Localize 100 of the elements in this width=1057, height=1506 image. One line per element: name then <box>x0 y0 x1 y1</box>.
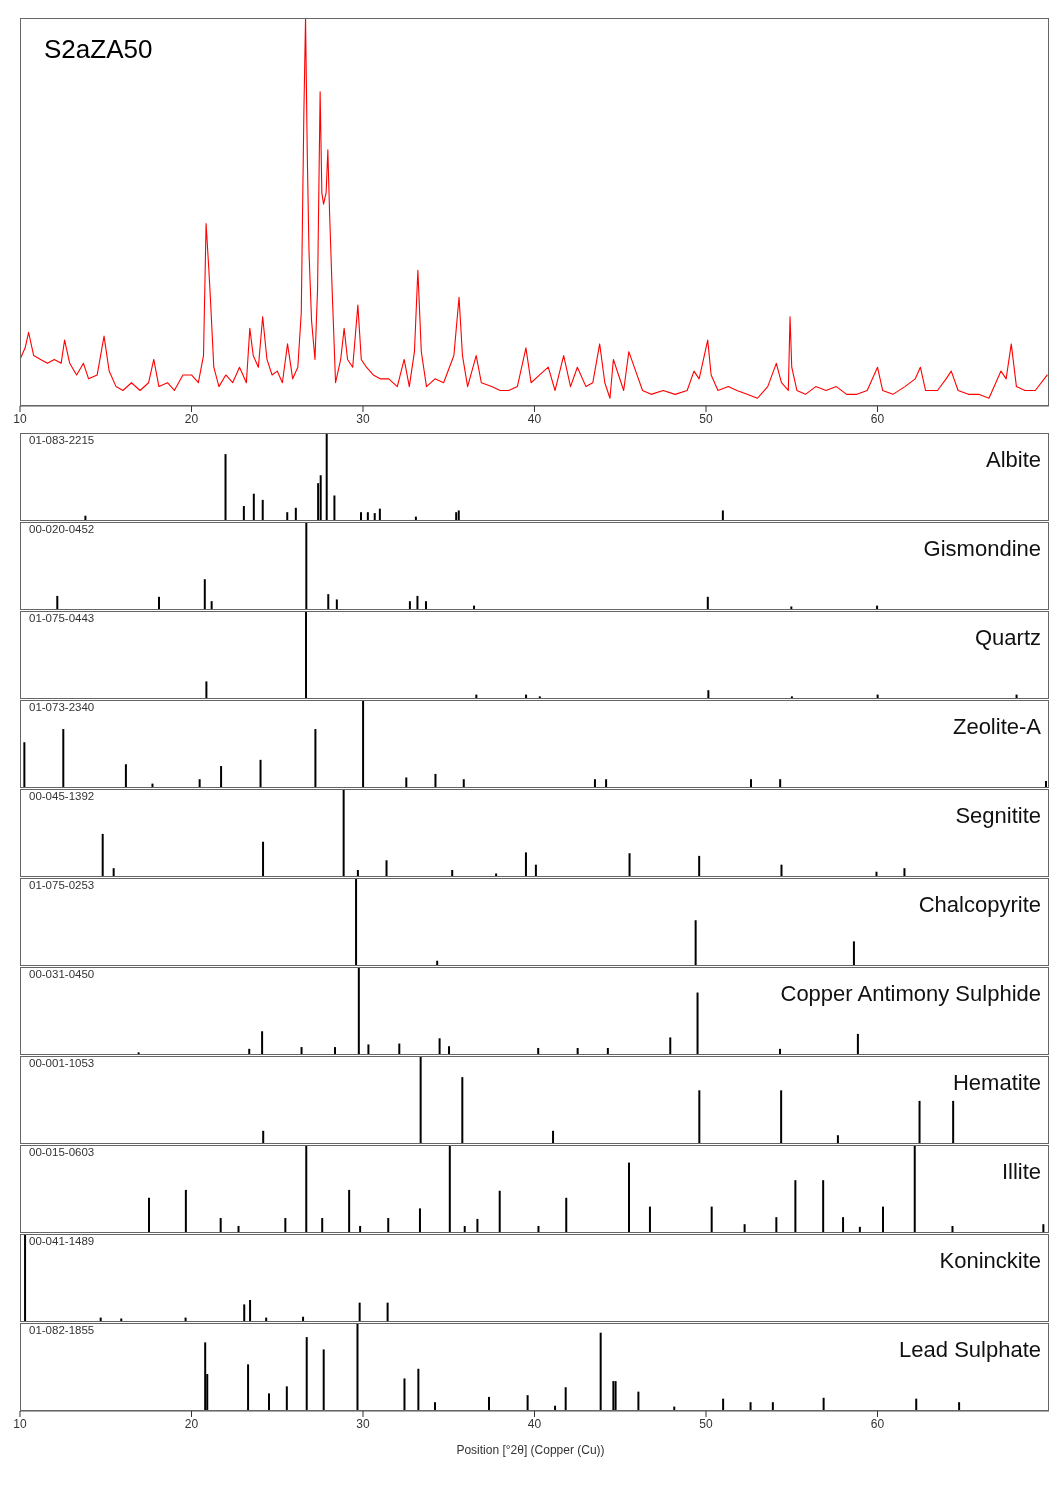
x-tick-label: 10 <box>13 411 27 426</box>
chart-subtitle: 01-083-2215 <box>29 434 95 446</box>
bar <box>325 433 328 521</box>
bar <box>637 1391 640 1411</box>
bar <box>158 596 160 610</box>
bar <box>387 1218 390 1233</box>
bar <box>386 1302 389 1322</box>
x-tick-label: 60 <box>870 1416 885 1431</box>
bar <box>356 1323 359 1411</box>
bar <box>267 1393 270 1411</box>
bar <box>335 599 338 610</box>
bar <box>101 833 104 877</box>
bar <box>417 1368 420 1411</box>
bar <box>242 506 245 521</box>
bar <box>599 1332 602 1411</box>
chart-subtitle: 00-020-0452 <box>29 523 95 535</box>
bar <box>314 729 317 788</box>
bar <box>305 1145 308 1233</box>
chart-subtitle: 00-015-0603 <box>29 1146 95 1158</box>
bar <box>205 681 208 699</box>
text: Hematite <box>952 1070 1041 1096</box>
bar <box>24 1234 27 1322</box>
x-tick-label: 40 <box>527 1416 542 1431</box>
x-tick-label: 40 <box>527 411 542 426</box>
chart-subtitle: 01-075-0253 <box>29 879 95 891</box>
bar <box>498 1190 501 1233</box>
bar <box>710 1206 713 1233</box>
bar <box>842 1217 845 1233</box>
bar <box>262 841 265 877</box>
x-tick-label: 30 <box>356 1416 370 1431</box>
text: Segnitite <box>955 803 1041 829</box>
bar <box>524 852 527 877</box>
bar <box>416 595 419 610</box>
bar <box>565 1197 568 1233</box>
bar <box>526 1395 529 1411</box>
bar <box>56 595 59 610</box>
bar <box>358 1302 361 1322</box>
bar <box>822 1180 825 1233</box>
bar <box>913 1145 916 1233</box>
bar <box>327 594 330 610</box>
chart-subtitle: 00-045-1392 <box>29 790 95 802</box>
bar <box>261 1031 264 1055</box>
bar <box>721 510 724 521</box>
bar <box>706 596 709 610</box>
bar <box>488 1396 491 1411</box>
bar <box>367 1044 370 1055</box>
text: Albite <box>985 447 1041 473</box>
bar <box>882 1206 885 1233</box>
bar <box>552 1130 555 1144</box>
bar <box>362 700 365 788</box>
bar <box>261 499 264 521</box>
text: Quartz <box>974 625 1041 651</box>
bar <box>357 967 360 1055</box>
bar <box>852 941 855 966</box>
bar <box>419 1056 422 1144</box>
bar <box>184 1189 187 1233</box>
bar <box>918 1100 921 1144</box>
text: Gismondine <box>923 536 1041 562</box>
bar <box>252 493 255 521</box>
x-tick-label: 20 <box>184 1416 199 1431</box>
bar <box>696 992 699 1055</box>
bar <box>342 789 345 877</box>
bar <box>321 1218 324 1233</box>
bar <box>698 855 701 877</box>
chart-subtitle: 01-075-0443 <box>29 612 95 624</box>
bar <box>262 1130 265 1144</box>
bar <box>628 853 631 877</box>
bar <box>62 729 65 788</box>
text: Koninckite <box>939 1248 1041 1274</box>
bar <box>319 475 322 521</box>
bar <box>204 1342 207 1411</box>
bar <box>284 1218 287 1233</box>
bar <box>247 1364 250 1411</box>
bar <box>224 454 227 521</box>
text: Zeolite-A <box>952 714 1041 740</box>
bar <box>147 1197 150 1233</box>
bar <box>564 1387 567 1411</box>
bar <box>243 1304 246 1322</box>
text: Copper Antimony Sulphide <box>780 981 1041 1007</box>
bar <box>434 773 437 788</box>
text: Illite <box>1001 1159 1041 1185</box>
bar <box>794 1180 797 1233</box>
chart-subtitle: 01-082-1855 <box>29 1324 95 1336</box>
bar <box>448 1145 451 1233</box>
bar <box>203 579 206 610</box>
x-tick-label: 50 <box>699 1416 713 1431</box>
chart-subtitle: 01-073-2340 <box>29 701 95 713</box>
bar <box>405 777 408 788</box>
x-axis-title: Position [°2θ] (Copper (Cu)) <box>455 1443 606 1457</box>
bar <box>259 759 262 788</box>
bar <box>348 1189 351 1233</box>
bar <box>219 1218 222 1233</box>
bar <box>476 1218 479 1233</box>
x-tick-label: 30 <box>356 411 370 426</box>
bar <box>220 766 223 788</box>
chart-subtitle: 00-031-0450 <box>29 968 95 980</box>
text: Chalcopyrite <box>918 892 1041 918</box>
bar <box>438 1038 441 1055</box>
bar <box>294 507 297 521</box>
bar <box>333 495 336 521</box>
